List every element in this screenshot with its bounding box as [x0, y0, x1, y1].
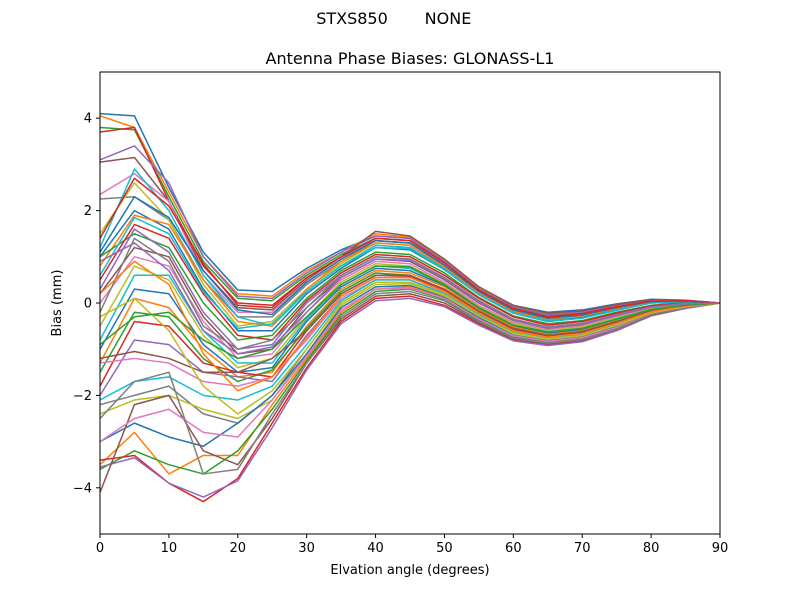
x-tick-label: 40	[367, 541, 384, 556]
series-line	[100, 256, 720, 360]
series-line	[100, 195, 720, 319]
x-tick-label: 80	[643, 541, 660, 556]
y-tick-label: −4	[73, 481, 92, 496]
y-tick-label: −2	[73, 389, 92, 404]
y-tick-label: 0	[84, 297, 92, 312]
series-line	[100, 281, 720, 415]
x-tick-label: 10	[161, 541, 178, 556]
x-axis: 0 10 20 30 40 50 60 70 80 90	[96, 534, 728, 556]
x-tick-label: 30	[298, 541, 315, 556]
series-line	[100, 274, 720, 387]
series-line	[100, 265, 720, 360]
series-lines	[100, 112, 720, 503]
x-tick-label: 20	[230, 541, 247, 556]
series-line	[100, 145, 720, 316]
series-line	[100, 242, 720, 355]
series-line	[100, 260, 720, 392]
x-tick-label: 0	[96, 541, 104, 556]
series-line	[100, 297, 720, 498]
y-axis-label: Bias (mm)	[50, 270, 65, 337]
series-line	[100, 214, 720, 327]
x-axis-label: Elvation angle (degrees)	[330, 563, 489, 578]
series-line	[100, 216, 720, 330]
figure-suptitle-radome: NONE	[425, 9, 472, 28]
series-line	[100, 262, 720, 369]
series-line	[100, 269, 720, 378]
series-line	[100, 274, 720, 374]
y-tick-label: 4	[84, 112, 92, 127]
x-tick-label: 60	[505, 541, 522, 556]
series-line	[100, 223, 720, 341]
y-tick-label: 2	[84, 204, 92, 219]
plot-area	[100, 112, 720, 503]
series-line	[100, 282, 720, 420]
figure-suptitle-station: STXS850	[316, 9, 388, 28]
series-line	[100, 177, 720, 318]
series-line	[100, 232, 720, 341]
series-line	[100, 237, 720, 350]
chart-title: Antenna Phase Biases: GLONASS-L1	[266, 49, 555, 68]
series-line	[100, 287, 720, 443]
y-axis: −4 −2 0 2 4	[73, 112, 100, 496]
x-tick-label: 70	[574, 541, 591, 556]
x-tick-label: 90	[712, 541, 729, 556]
x-tick-label: 50	[436, 541, 453, 556]
series-line	[100, 290, 720, 475]
